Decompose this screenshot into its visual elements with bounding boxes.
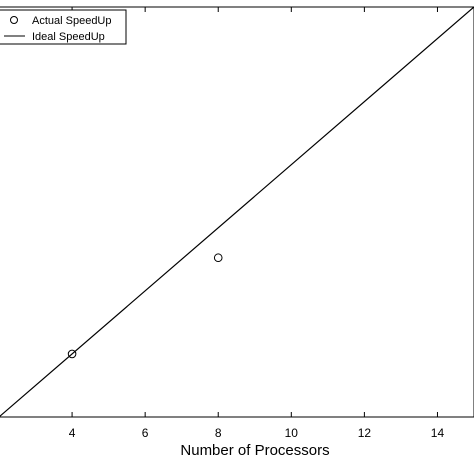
legend-label-ideal: Ideal SpeedUp bbox=[32, 31, 105, 43]
legend-marker-actual bbox=[10, 16, 18, 24]
x-tick-label: 8 bbox=[215, 426, 222, 440]
data-point-actual-speedup bbox=[213, 253, 223, 263]
chart-marks bbox=[0, 6, 474, 417]
x-ticks: 4 6 8 10 12 14 bbox=[69, 7, 445, 440]
legend-box bbox=[0, 9, 127, 45]
legend: Actual SpeedUp Ideal SpeedUp bbox=[0, 9, 127, 45]
plot-frame bbox=[0, 6, 474, 418]
x-tick-label: 14 bbox=[431, 426, 445, 440]
data-point-actual-speedup bbox=[67, 349, 77, 359]
x-tick-label: 4 bbox=[69, 426, 76, 440]
x-tick-label: 6 bbox=[142, 426, 149, 440]
legend-label-actual: Actual SpeedUp bbox=[32, 15, 112, 27]
x-tick-label: 10 bbox=[285, 426, 299, 440]
series-line-ideal-speedup bbox=[0, 6, 474, 417]
x-axis-title: Number of Processors bbox=[180, 442, 329, 459]
x-tick-label: 12 bbox=[358, 426, 372, 440]
